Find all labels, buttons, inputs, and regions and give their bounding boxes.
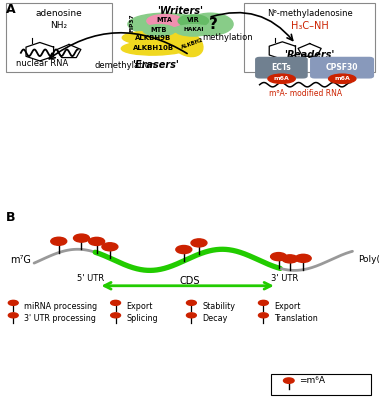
Ellipse shape	[329, 74, 356, 83]
FancyBboxPatch shape	[271, 374, 371, 395]
Circle shape	[8, 313, 18, 318]
Circle shape	[282, 255, 298, 263]
FancyBboxPatch shape	[255, 57, 308, 78]
Text: N⁶-methyladenosine: N⁶-methyladenosine	[267, 9, 352, 18]
Text: ?: ?	[208, 17, 218, 32]
FancyBboxPatch shape	[6, 3, 112, 72]
Text: MTA: MTA	[156, 18, 172, 24]
Circle shape	[89, 237, 105, 246]
Ellipse shape	[268, 74, 295, 83]
Ellipse shape	[171, 30, 203, 56]
Text: Decay: Decay	[202, 314, 227, 324]
Text: 3' UTR processing: 3' UTR processing	[24, 314, 96, 324]
Circle shape	[8, 300, 18, 305]
Text: demethylation: demethylation	[94, 62, 156, 70]
Ellipse shape	[178, 15, 208, 27]
Text: 'Readers': 'Readers'	[284, 50, 334, 60]
Circle shape	[271, 252, 287, 261]
Ellipse shape	[122, 31, 188, 46]
Ellipse shape	[121, 41, 190, 55]
Ellipse shape	[143, 25, 175, 36]
Text: B: B	[6, 211, 15, 224]
Ellipse shape	[128, 13, 202, 35]
Text: A: A	[6, 3, 15, 16]
Text: NH₂: NH₂	[50, 21, 67, 30]
Circle shape	[258, 313, 268, 318]
Text: Export: Export	[274, 302, 301, 311]
Ellipse shape	[175, 25, 211, 36]
Text: MTB: MTB	[150, 27, 167, 33]
Text: HAKAI: HAKAI	[183, 28, 204, 32]
Circle shape	[295, 254, 311, 262]
Ellipse shape	[147, 14, 183, 27]
Text: CDS: CDS	[179, 276, 200, 286]
Text: ALKBH2: ALKBH2	[181, 37, 204, 50]
Circle shape	[186, 313, 196, 318]
Circle shape	[176, 246, 192, 254]
Circle shape	[74, 234, 89, 242]
Text: Export: Export	[126, 302, 153, 311]
Circle shape	[186, 300, 196, 305]
Text: methylation: methylation	[202, 33, 253, 42]
Text: ALKBH10B: ALKBH10B	[133, 45, 174, 51]
Circle shape	[111, 313, 121, 318]
FancyBboxPatch shape	[244, 3, 375, 72]
Text: 3' UTR: 3' UTR	[271, 274, 298, 283]
Text: H₃C–NH: H₃C–NH	[291, 21, 329, 31]
Text: CPSF30: CPSF30	[326, 63, 359, 72]
Circle shape	[191, 239, 207, 247]
Text: m⁷G: m⁷G	[10, 255, 31, 265]
Text: miRNA processing: miRNA processing	[24, 302, 97, 311]
Text: Translation: Translation	[274, 314, 318, 324]
Text: =m⁶A: =m⁶A	[299, 376, 326, 385]
Text: 5' UTR: 5' UTR	[77, 274, 105, 283]
Text: FIP37: FIP37	[129, 14, 135, 32]
Text: m6A: m6A	[274, 76, 290, 81]
Circle shape	[258, 300, 268, 305]
Text: 'Writers': 'Writers'	[157, 6, 203, 16]
Text: ECTs: ECTs	[272, 63, 291, 72]
Circle shape	[51, 237, 67, 245]
Text: Splicing: Splicing	[126, 314, 158, 324]
Circle shape	[283, 378, 294, 383]
Circle shape	[111, 300, 121, 305]
Text: m⁶A- modified RNA: m⁶A- modified RNA	[269, 89, 341, 98]
Text: Poly(A): Poly(A)	[358, 255, 379, 264]
Text: nuclear RNA: nuclear RNA	[16, 59, 68, 68]
Text: ALKBH9B: ALKBH9B	[135, 35, 172, 41]
Circle shape	[102, 243, 118, 251]
Text: 'Erasers': 'Erasers'	[132, 60, 179, 70]
FancyBboxPatch shape	[310, 57, 374, 78]
Ellipse shape	[188, 13, 233, 35]
Text: VIR: VIR	[187, 18, 200, 24]
Text: Stability: Stability	[202, 302, 235, 311]
Text: m6A: m6A	[334, 76, 350, 81]
Text: adenosine: adenosine	[35, 9, 82, 18]
